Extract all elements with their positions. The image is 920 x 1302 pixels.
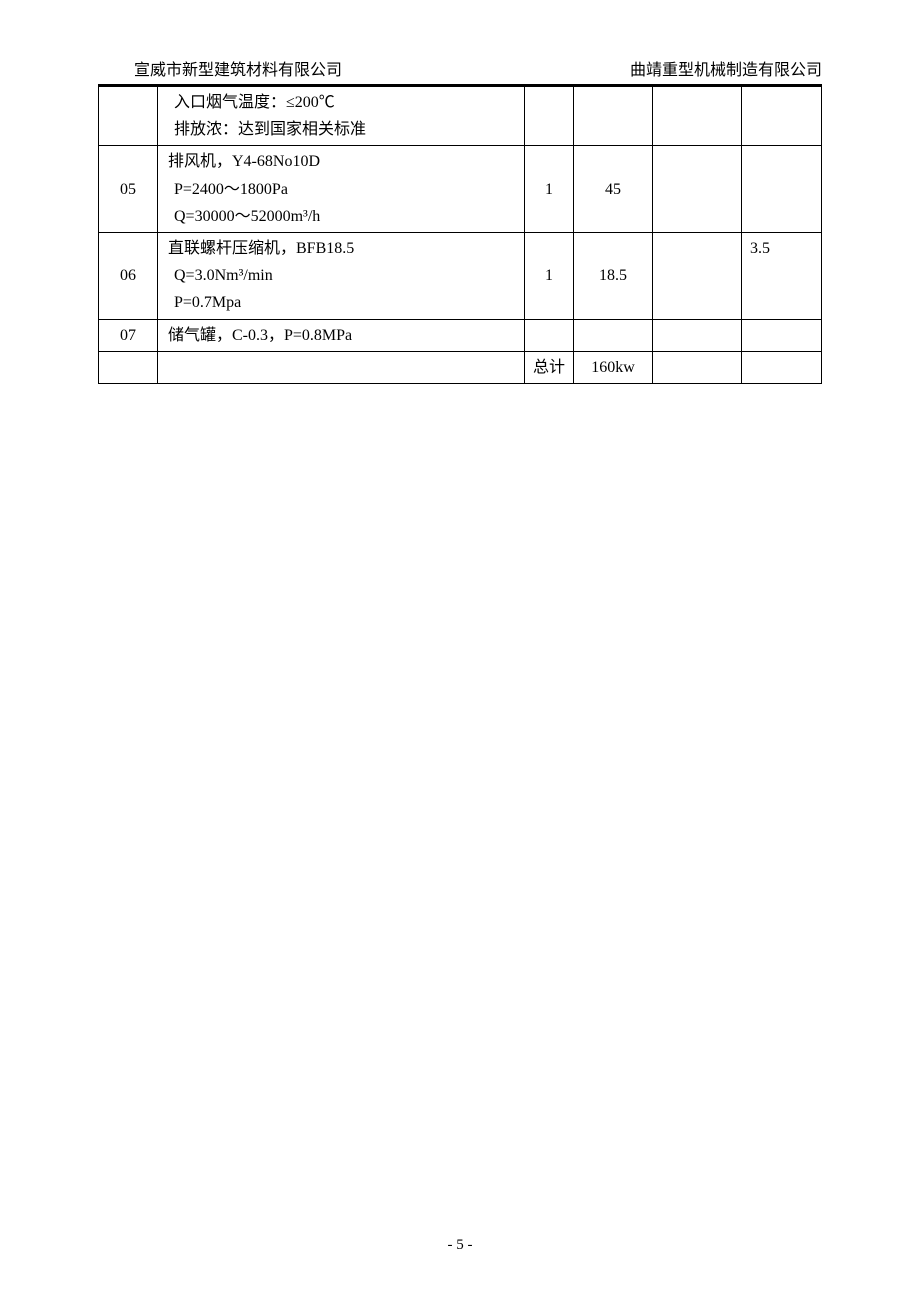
cell-qty: 1 xyxy=(525,146,574,233)
cell-pwr: 45 xyxy=(574,146,653,233)
table-row: 06 直联螺杆压缩机，BFB18.5 Q=3.0Nm³/min P=0.7Mpa… xyxy=(99,232,822,319)
cell-pwr xyxy=(574,319,653,351)
cell-total-value: 160kw xyxy=(574,351,653,383)
cell-total-label xyxy=(158,351,525,383)
desc-line: 直联螺杆压缩机，BFB18.5 xyxy=(168,235,516,262)
cell-blank xyxy=(653,146,742,233)
cell-pwr: 18.5 xyxy=(574,232,653,319)
cell-idx: 06 xyxy=(99,232,158,319)
cell-desc: 直联螺杆压缩机，BFB18.5 Q=3.0Nm³/min P=0.7Mpa xyxy=(158,232,525,319)
cell-blank xyxy=(653,319,742,351)
cell-blank xyxy=(653,351,742,383)
cell-idx: 05 xyxy=(99,146,158,233)
cell-qty xyxy=(525,319,574,351)
table-row: 入口烟气温度：≤200℃ 排放浓：达到国家相关标准 xyxy=(99,87,822,146)
equipment-table: 入口烟气温度：≤200℃ 排放浓：达到国家相关标准 05 排风机，Y4-68No… xyxy=(98,86,822,384)
cell-note: 3.5 xyxy=(742,232,822,319)
desc-line: 排放浓：达到国家相关标准 xyxy=(168,116,516,143)
cell-blank xyxy=(653,87,742,146)
cell-qty: 1 xyxy=(525,232,574,319)
table-total-row: 总计 160kw xyxy=(99,351,822,383)
cell-desc: 排风机，Y4-68No10D P=2400～1800Pa Q=30000～520… xyxy=(158,146,525,233)
cell-idx xyxy=(99,87,158,146)
desc-line: P=0.7Mpa xyxy=(168,289,516,316)
page-number: - 5 - xyxy=(0,1237,920,1254)
cell-note xyxy=(742,319,822,351)
cell-desc: 储气罐，C-0.3，P=0.8MPa xyxy=(158,319,525,351)
cell-blank xyxy=(653,232,742,319)
table-row: 05 排风机，Y4-68No10D P=2400～1800Pa Q=30000～… xyxy=(99,146,822,233)
desc-line: Q=3.0Nm³/min xyxy=(168,262,516,289)
cell-qty xyxy=(525,87,574,146)
desc-line: 排风机，Y4-68No10D xyxy=(168,148,516,175)
header-right-company: 曲靖重型机械制造有限公司 xyxy=(630,56,822,80)
cell-note xyxy=(742,87,822,146)
cell-idx: 07 xyxy=(99,319,158,351)
cell-note xyxy=(742,146,822,233)
cell-desc: 入口烟气温度：≤200℃ 排放浓：达到国家相关标准 xyxy=(158,87,525,146)
table-row: 07 储气罐，C-0.3，P=0.8MPa xyxy=(99,319,822,351)
page-header: 宣威市新型建筑材料有限公司 曲靖重型机械制造有限公司 xyxy=(98,56,822,80)
desc-line: 入口烟气温度：≤200℃ xyxy=(168,89,516,116)
desc-line: 储气罐，C-0.3，P=0.8MPa xyxy=(168,322,516,349)
cell-total-label-text: 总计 xyxy=(525,351,574,383)
desc-line: Q=30000～52000m³/h xyxy=(168,203,516,230)
cell-note xyxy=(742,351,822,383)
document-page: 宣威市新型建筑材料有限公司 曲靖重型机械制造有限公司 入口烟气温度：≤200℃ … xyxy=(0,0,920,1302)
cell-idx xyxy=(99,351,158,383)
header-left-company: 宣威市新型建筑材料有限公司 xyxy=(134,56,342,80)
desc-line: P=2400～1800Pa xyxy=(168,176,516,203)
cell-pwr xyxy=(574,87,653,146)
